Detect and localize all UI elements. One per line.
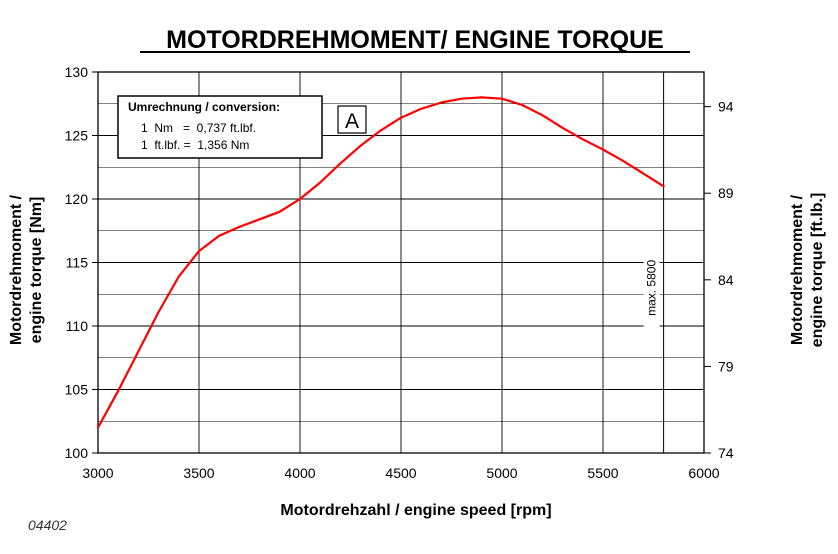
marker-a-label: A <box>345 110 359 133</box>
torque-curve <box>96 96 665 429</box>
max-rpm-label-bg <box>643 245 660 330</box>
axis-ticks: 3000 3500 4000 4500 5000 5500 6000 100 105 110 115… <box>65 64 734 481</box>
y-tick-label-right: 94 <box>718 99 734 115</box>
x-tick-label: 5000 <box>486 465 517 481</box>
y-tick-label-left: 115 <box>66 255 89 271</box>
y-tick-label-left: 105 <box>65 382 89 398</box>
x-tick-label: 5500 <box>587 465 618 481</box>
y-axis-title-right-line1: Motordrehmoment / <box>789 194 806 345</box>
figure-code: 04402 <box>28 517 67 533</box>
max-rpm-line: max. 5800 <box>643 72 665 453</box>
conversion-box: Umrechnung / conversion: 1 Nm = 0,737 ft… <box>117 95 323 159</box>
marker-a-frame <box>337 105 367 134</box>
x-tick-label: 6000 <box>688 465 719 481</box>
chart-title: MOTORDREHMOMENT/ ENGINE TORQUE <box>166 26 664 54</box>
plot-frame <box>97 71 705 454</box>
y-axis-title-right-line2: engine torque [ft.lb.] <box>809 193 826 348</box>
y-tick-label-left: 120 <box>65 191 89 207</box>
x-tick-label: 4000 <box>284 465 315 481</box>
x-tick-label: 4500 <box>385 465 416 481</box>
y-tick-label-right: 89 <box>718 185 734 201</box>
y-tick-label-left: 100 <box>65 445 89 461</box>
grid <box>97 71 705 454</box>
x-tick-label: 3000 <box>82 465 113 481</box>
y-tick-label-left: 125 <box>65 128 89 144</box>
conversion-box-title: Umrechnung / conversion: <box>128 100 280 114</box>
max-rpm-label: max. 5800 <box>645 260 659 316</box>
y-axis-title-left-line1: Motordrehmoment / <box>8 194 25 345</box>
y-tick-label-right: 84 <box>718 272 734 288</box>
y-tick-label-left: 110 <box>66 318 89 334</box>
conversion-box-frame <box>117 95 323 159</box>
conversion-box-line2: 1 ft.lbf. = 1,356 Nm <box>141 138 249 152</box>
marker-a: A <box>337 105 367 134</box>
y-axis-title-left-line2: engine torque [Nm] <box>28 197 45 344</box>
y-tick-label-right: 79 <box>718 358 734 374</box>
conversion-box-line1: 1 Nm = 0,737 ft.lbf. <box>141 121 256 135</box>
y-tick-label-right: 74 <box>718 445 734 461</box>
x-tick-label: 3500 <box>183 465 214 481</box>
torque-series <box>96 96 665 429</box>
x-axis-title: Motordrehzahl / engine speed [rpm] <box>280 502 551 519</box>
y-tick-label-left: 130 <box>65 64 89 80</box>
